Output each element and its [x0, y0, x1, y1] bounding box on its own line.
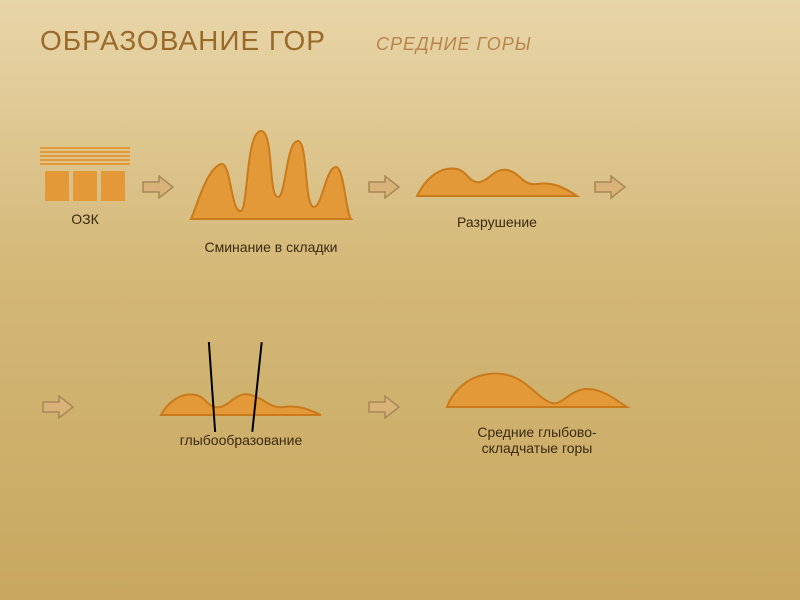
arrow-icon [40, 393, 76, 421]
final-shape [442, 359, 632, 414]
label-folding: Сминание в складки [205, 239, 338, 255]
page-subtitle: СРЕДНИЕ ГОРЫ [376, 34, 532, 55]
page-title: ОБРАЗОВАНИЕ ГОР [40, 25, 326, 57]
destruction-shape [412, 144, 582, 204]
stage-blockformation: глыбообразование [156, 367, 326, 448]
arrow-icon [140, 173, 176, 201]
folding-shape [186, 119, 356, 229]
label-blockformation: глыбообразование [180, 432, 303, 448]
stage-destruction: Разрушение [412, 144, 582, 230]
ozk-shape [40, 147, 130, 201]
arrow-icon [366, 393, 402, 421]
arrow-icon [592, 173, 628, 201]
stage-ozk: ОЗК [40, 147, 130, 227]
arrow-icon [366, 173, 402, 201]
label-final: Средние глыбово-складчатые горы [442, 424, 632, 456]
stage-final: Средние глыбово-складчатые горы [442, 359, 632, 456]
stage-folding: Сминание в складки [186, 119, 356, 255]
label-ozk: ОЗК [71, 211, 99, 227]
diagram-row-1: ОЗК Сминание в складки Разрушение [0, 107, 800, 267]
label-destruction: Разрушение [457, 214, 537, 230]
diagram-row-2: глыбообразование Средние глыбово-складча… [0, 327, 800, 487]
blockformation-shape [156, 367, 326, 422]
